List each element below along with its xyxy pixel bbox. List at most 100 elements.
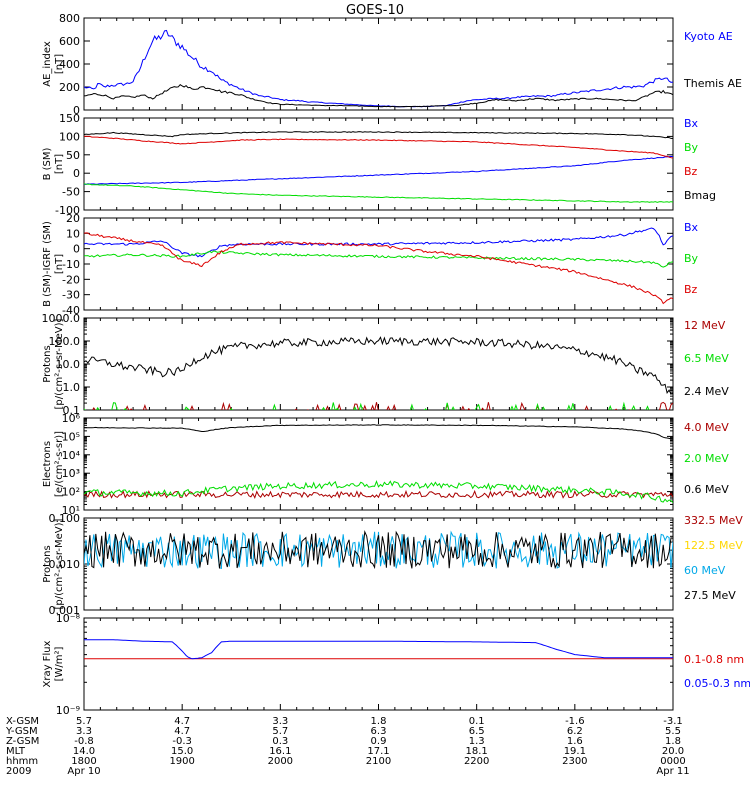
panel-3: -40 -30 -20 -10 0 10 20 B (SM)-IGRF (SM) [nT] Bx B…: [42, 212, 699, 317]
footer-row-label: Y-GSM: [5, 726, 38, 737]
series-line-bmag: [84, 131, 673, 139]
y-axis-label: [nT]: [54, 54, 65, 74]
y-axis-label: Xray Flux: [42, 640, 53, 687]
footer-cell: Apr 11: [656, 766, 689, 777]
y-tick-label: 100.0: [49, 335, 81, 348]
y-tick-label: 0.010: [49, 558, 81, 571]
y-tick-label: 10: [66, 227, 80, 240]
series-line-themis-ae: [84, 84, 673, 108]
footer-cell: 0.1: [469, 716, 485, 727]
series-line-bx: [84, 227, 673, 258]
footer-cell: 1.6: [567, 736, 583, 747]
y-tick-label: 0.100: [49, 512, 81, 525]
footer-cell: 6.5: [469, 726, 485, 737]
y-tick-label: 100: [59, 130, 80, 143]
series-line-bz: [84, 135, 673, 159]
footer-cell: 1900: [169, 756, 194, 767]
y-tick-label: 0.001: [49, 604, 81, 617]
footer-cell: 17.1: [367, 746, 389, 757]
y-tick-label: 10²: [62, 486, 80, 499]
footer-cell: 1.3: [469, 736, 485, 747]
y-tick-label: 400: [59, 58, 80, 71]
y-tick-label: 1.0: [63, 381, 81, 394]
y-tick-label: -40: [62, 304, 80, 317]
y-tick-label: -20: [62, 273, 80, 286]
footer-row-label: X-GSM: [6, 716, 39, 727]
y-axis-label: Protons: [42, 545, 53, 582]
y-tick-label: 10¹: [62, 504, 80, 517]
y-axis-label: B (SM)-IGRF (SM): [42, 221, 53, 307]
legend-label: 27.5 MeV: [684, 589, 736, 602]
footer-cell: 5.7: [272, 726, 288, 737]
y-tick-label: 200: [59, 81, 80, 94]
y-tick-label: 10⁴: [62, 449, 81, 462]
panel-7: 10⁻⁹ 10⁻⁸ Xray Flux [W/m²] 0.1-0.8 nm 0.05-0.…: [42, 612, 750, 717]
series-line-kyoto-ae: [84, 29, 673, 108]
footer-cell: 20.0: [662, 746, 684, 757]
footer-cell: 0.9: [371, 736, 387, 747]
footer-cell: 1.8: [665, 736, 681, 747]
y-tick-label: 50: [66, 149, 80, 162]
series-line-2-4-mev: [84, 336, 673, 395]
footer-cell: 15.0: [171, 746, 193, 757]
legend-label: 6.5 MeV: [684, 352, 729, 365]
y-tick-label: 800: [59, 12, 80, 25]
y-tick-label: 10⁻⁸: [56, 612, 81, 625]
legend-label: 122.5 MeV: [684, 539, 743, 552]
panel-2: -100 -50 0 50 100 150 B (SM) [nT] Bx By Bz Bmag: [42, 112, 716, 217]
legend-label: Kyoto AE: [684, 30, 733, 43]
y-tick-label: -30: [62, 289, 80, 302]
legend-label: Bx: [684, 221, 699, 234]
panel-frame: [83, 17, 674, 111]
footer-cell: -1.6: [565, 716, 585, 727]
legend-label: Bz: [684, 165, 698, 178]
footer-cell: 2200: [464, 756, 489, 767]
footer-cell: -0.8: [74, 736, 94, 747]
figure-title: GOES-10: [346, 3, 404, 18]
series-line-bx: [84, 155, 673, 185]
footer-cell: 0000: [660, 756, 685, 767]
y-tick-label: 10³: [62, 467, 80, 480]
y-tick-label: -10: [62, 258, 80, 271]
footer-cell: 6.3: [371, 726, 387, 737]
footer-cell: 5.5: [665, 726, 681, 737]
footer-cell: 4.7: [174, 726, 190, 737]
footer-cell: 3.3: [272, 716, 288, 727]
y-tick-label: 0.1: [63, 404, 81, 417]
orbit-footer: X-GSMY-GSMZ-GSMMLThhmm20095.73.3-0.814.0…: [5, 716, 690, 777]
y-axis-label: [e/(cm²-s-sr)]: [54, 431, 65, 497]
y-tick-label: 10⁻⁹: [56, 704, 80, 717]
y-tick-label: 0: [73, 167, 80, 180]
y-tick-label: 10⁶: [62, 412, 81, 425]
panel-5: 10¹ 10² 10³ 10⁴ 10⁵ 10⁶ Electrons [e/(cm²-s-sr)…: [42, 412, 729, 517]
legend-label: By: [684, 252, 699, 265]
y-tick-label: 600: [59, 35, 80, 48]
legend-label: 0.05-0.3 nm: [684, 677, 750, 690]
panel-frame: [83, 217, 674, 311]
footer-cell: 3.3: [76, 726, 92, 737]
footer-cell: 16.1: [269, 746, 291, 757]
footer-row-label: MLT: [6, 746, 26, 757]
footer-cell: -3.1: [663, 716, 683, 727]
legend-label: 12 MeV: [684, 319, 726, 332]
panel-6: 0.001 0.010 0.100 Protons [p/(cm²-s-sr-MeV)]…: [42, 512, 743, 617]
panel-4: 0.1 1.0 10.0 100.0 1000.0 Protons [p/(cm²-s-sr…: [42, 312, 730, 417]
y-axis-label: Protons: [42, 345, 53, 382]
footer-cell: -0.3: [172, 736, 192, 747]
y-axis-label: AE_index: [42, 41, 53, 87]
panel-frame: [83, 317, 674, 411]
y-tick-label: 0: [73, 243, 80, 256]
series-line-4-0-mev: [84, 489, 673, 500]
series-line-0-6-mev: [84, 424, 673, 440]
legend-label: 0.1-0.8 nm: [684, 653, 744, 666]
y-axis-label: [p/(cm²-s-sr-MeV)]: [54, 518, 65, 609]
y-axis-label: [W/m²]: [54, 646, 65, 681]
y-tick-label: 10⁵: [62, 430, 80, 443]
y-axis-label: [p/(cm²-s-sr-MeV)]: [54, 318, 65, 409]
footer-cell: 18.1: [466, 746, 488, 757]
series-line-by: [84, 183, 673, 203]
series-line-2-0-mev: [84, 479, 673, 503]
footer-cell: 2100: [366, 756, 391, 767]
footer-cell: 2300: [562, 756, 587, 767]
